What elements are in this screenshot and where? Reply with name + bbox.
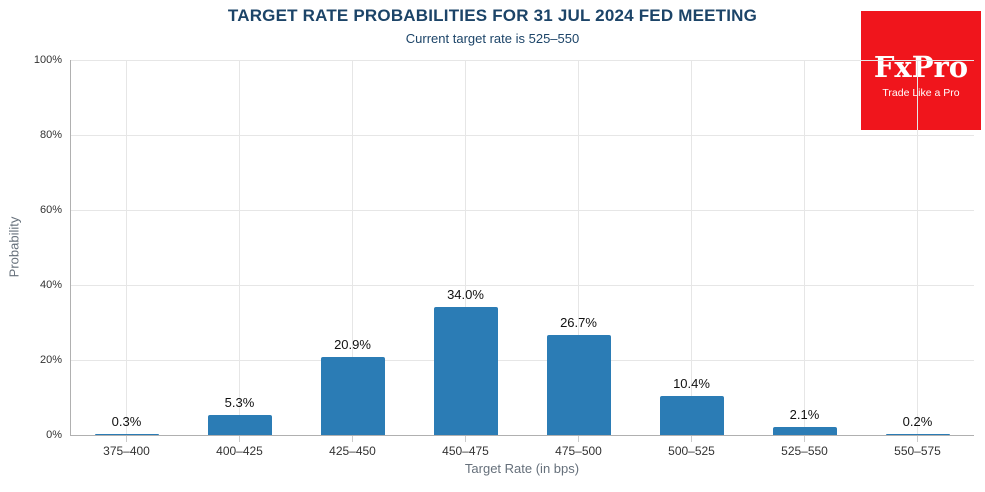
y-axis-tick-label: 20% (39, 354, 62, 366)
x-axis-tick (239, 436, 240, 442)
y-axis-tick-label: 0% (46, 429, 62, 441)
bar-value-label: 0.2% (902, 414, 933, 429)
chart-subtitle: Current target rate is 525–550 (405, 31, 580, 46)
probability-bar[interactable] (207, 415, 272, 435)
fxpro-logo-tagline: Trade Like a Pro (882, 86, 960, 99)
gridline-vertical (578, 60, 579, 435)
bar-value-label: 26.7% (560, 315, 597, 330)
gridline-vertical (352, 60, 353, 435)
probability-bar[interactable] (320, 357, 385, 435)
gridline-vertical (917, 60, 918, 435)
x-axis-tick (465, 436, 466, 442)
x-axis-tick (691, 436, 692, 442)
bar-value-label: 2.1% (789, 407, 820, 422)
x-axis-category-label: 375–400 (103, 444, 150, 458)
gridline-horizontal (70, 284, 974, 286)
x-axis-category-label: 500–525 (668, 444, 715, 458)
y-axis-tick-label: 80% (39, 129, 62, 141)
probability-bar[interactable] (885, 434, 950, 435)
probability-bar[interactable] (433, 307, 498, 435)
x-axis-category-label: 425–450 (329, 444, 376, 458)
x-axis-title: Target Rate (in bps) (464, 461, 580, 476)
x-axis-tick (578, 436, 579, 442)
gridline-vertical (804, 60, 805, 435)
y-axis-tick-label: 40% (39, 279, 62, 291)
gridline-vertical (465, 60, 466, 435)
probability-bar[interactable] (772, 427, 837, 435)
x-axis-tick (126, 436, 127, 442)
gridline-horizontal (70, 359, 974, 361)
chart-title: TARGET RATE PROBABILITIES FOR 31 JUL 202… (227, 6, 758, 25)
x-axis-category-label: 400–425 (216, 444, 263, 458)
x-axis-line (70, 435, 974, 436)
x-axis-tick (804, 436, 805, 442)
x-axis-tick (917, 436, 918, 442)
probability-bar[interactable] (659, 396, 724, 435)
bar-value-label: 5.3% (224, 395, 255, 410)
gridline-vertical (126, 60, 127, 435)
x-axis-category-label: 550–575 (894, 444, 941, 458)
gridline-horizontal (70, 59, 974, 61)
x-axis-category-label: 525–550 (781, 444, 828, 458)
x-axis-tick (352, 436, 353, 442)
x-axis-category-label: 450–475 (442, 444, 489, 458)
y-axis-tick-label: 60% (39, 204, 62, 216)
x-axis-category-label: 475–500 (555, 444, 602, 458)
y-axis-tick-label: 100% (33, 54, 62, 66)
fxpro-logo: FxPro Trade Like a Pro (861, 11, 981, 130)
bar-value-label: 20.9% (334, 337, 371, 352)
y-axis-title: Probability (6, 216, 22, 278)
gridline-vertical (691, 60, 692, 435)
y-axis-line (70, 60, 71, 435)
probability-bar[interactable] (94, 434, 159, 435)
bar-value-label: 10.4% (673, 376, 710, 391)
gridline-horizontal (70, 134, 974, 136)
gridline-vertical (239, 60, 240, 435)
bar-value-label: 34.0% (447, 287, 484, 302)
bar-value-label: 0.3% (111, 414, 142, 429)
fxpro-logo-wordmark: FxPro (873, 49, 969, 84)
probability-bar[interactable] (546, 335, 611, 435)
gridline-horizontal (70, 209, 974, 211)
